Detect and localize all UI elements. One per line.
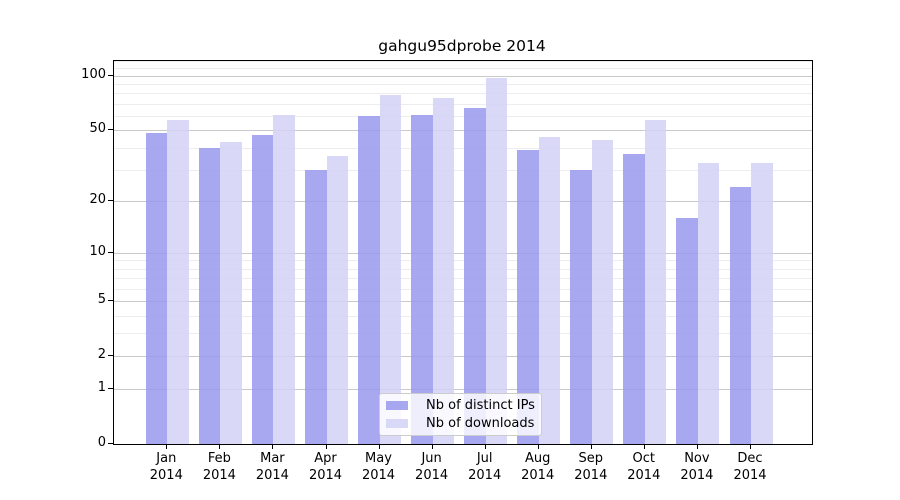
x-axis-tick: [378, 444, 380, 449]
bar-distinct-ips-jul: [464, 108, 486, 444]
bar-downloads-nov: [697, 162, 720, 444]
x-axis-tick: [590, 444, 592, 449]
bar-distinct-ips-jun: [411, 114, 433, 444]
bar-distinct-ips-aug: [517, 149, 539, 444]
bar-downloads-jul: [485, 78, 508, 444]
x-tick-label: May 2014: [361, 451, 396, 483]
bar-downloads-jan: [167, 119, 189, 444]
y-axis-tick: [108, 129, 113, 130]
y-tick-label: 2: [97, 347, 106, 362]
x-tick-label: Jan 2014: [149, 451, 183, 483]
legend-item: Nb of distinct IPs: [386, 399, 541, 412]
x-tick-label: Dec 2014: [733, 451, 767, 483]
x-axis-tick: [219, 444, 221, 449]
plot-area: [113, 60, 813, 445]
y-axis-tick: [108, 355, 113, 356]
gridline-major: [114, 253, 812, 254]
y-tick-label: 100: [81, 67, 106, 82]
bar-distinct-ips-apr: [305, 169, 327, 444]
x-tick-label: Aug 2014: [521, 451, 555, 483]
bar-downloads-sep: [591, 140, 614, 444]
gridline-minor: [114, 316, 812, 317]
y-axis-tick: [108, 252, 113, 253]
x-axis-tick: [537, 444, 539, 449]
legend-label-downloads: Nb of downloads: [426, 416, 535, 431]
chart-title: gahgu95dprobe 2014: [378, 37, 546, 55]
bar-distinct-ips-jan: [145, 133, 168, 444]
gridline-minor: [114, 278, 812, 279]
legend: Nb of distinct IPs Nb of downloads: [379, 393, 542, 436]
x-tick-label: Sep 2014: [574, 451, 608, 483]
x-axis-tick: [696, 444, 698, 449]
y-axis-tick: [108, 388, 113, 389]
y-axis-tick: [108, 300, 113, 301]
gridline-minor: [114, 260, 812, 261]
gridline-minor: [114, 68, 812, 69]
bar-distinct-ips-sep: [570, 169, 592, 444]
gridline-major: [114, 201, 812, 202]
y-tick-label: 5: [97, 292, 106, 307]
y-axis-tick: [108, 443, 113, 444]
x-tick-label: Apr 2014: [308, 451, 343, 483]
legend-label-distinct-ips: Nb of distinct IPs: [426, 398, 535, 413]
bar-distinct-ips-nov: [676, 217, 698, 444]
bar-distinct-ips-dec: [729, 187, 751, 444]
y-tick-label: 50: [89, 121, 106, 136]
gridline-major: [114, 389, 812, 390]
legend-swatch-downloads: [386, 419, 408, 428]
bar-distinct-ips-oct: [623, 153, 645, 444]
y-tick-label: 20: [89, 192, 106, 207]
gridline-minor: [114, 333, 812, 334]
x-axis-tick: [750, 444, 751, 449]
gridline-minor: [114, 84, 812, 85]
x-tick-label: Oct 2014: [627, 451, 661, 483]
x-axis-tick: [484, 444, 486, 449]
bar-downloads-feb: [220, 142, 242, 444]
bar-downloads-dec: [751, 162, 773, 444]
x-tick-label: Feb 2014: [202, 451, 236, 483]
gridline-minor: [114, 148, 812, 149]
y-tick-label: 0: [97, 435, 106, 450]
bar-distinct-ips-may: [358, 115, 380, 444]
bar-downloads-oct: [644, 119, 667, 444]
y-tick-label: 10: [89, 244, 106, 259]
gridline-major: [114, 130, 812, 131]
x-tick-label: Jul 2014: [468, 451, 502, 483]
gridline-major: [114, 76, 812, 77]
gridline-minor: [114, 116, 812, 117]
bar-downloads-mar: [273, 114, 295, 444]
x-axis-tick: [643, 444, 645, 449]
bar-downloads-jun: [432, 98, 455, 444]
gridline-major: [114, 356, 812, 357]
bar-downloads-may: [379, 95, 401, 444]
gridline-minor: [114, 61, 812, 62]
gridline-minor: [114, 170, 812, 171]
x-axis-tick: [272, 444, 274, 449]
x-tick-label: Mar 2014: [255, 451, 289, 483]
gridline-major: [114, 301, 812, 302]
gridline-minor: [114, 104, 812, 105]
x-axis-tick: [166, 444, 168, 449]
gridline-minor: [114, 93, 812, 94]
bar-downloads-aug: [538, 136, 561, 444]
x-axis-tick: [431, 444, 433, 449]
legend-swatch-distinct-ips: [386, 401, 408, 410]
y-tick-label: 1: [97, 380, 106, 395]
bar-distinct-ips-feb: [198, 147, 221, 444]
bar-distinct-ips-mar: [251, 135, 274, 444]
gridline-minor: [114, 269, 812, 270]
legend-item: Nb of downloads: [386, 417, 541, 430]
y-axis-tick: [108, 75, 113, 76]
x-tick-label: Jun 2014: [415, 451, 449, 483]
x-tick-label: Nov 2014: [680, 451, 714, 483]
x-axis-tick: [325, 444, 327, 449]
y-axis-tick: [108, 200, 113, 201]
bar-downloads-apr: [326, 155, 348, 444]
gridline-minor: [114, 289, 812, 290]
